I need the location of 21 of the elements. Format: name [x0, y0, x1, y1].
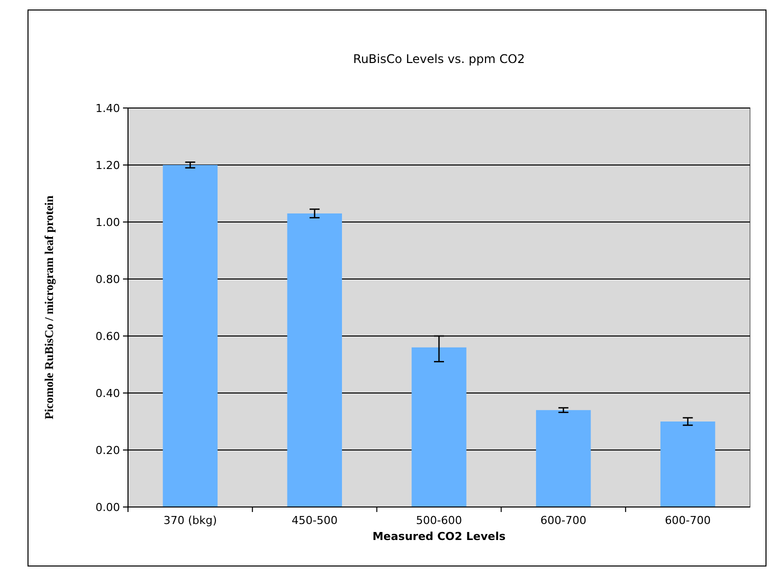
x-axis-title: Measured CO2 Levels — [372, 530, 506, 543]
y-tick-label: 0.40 — [96, 386, 120, 400]
y-tick-label: 1.00 — [96, 216, 120, 229]
x-tick-label: 500-600 — [416, 514, 462, 527]
y-axis-title: Picomole RuBisCo / microgram leaf protein — [42, 195, 56, 420]
bar — [162, 165, 218, 507]
x-tick-label: 450-500 — [292, 514, 338, 527]
chart-title: RuBisCo Levels vs. ppm CO2 — [353, 52, 525, 66]
bar — [536, 410, 591, 507]
x-tick-label: 600-700 — [540, 514, 586, 527]
y-tick-label: 0.00 — [96, 500, 120, 514]
bar — [660, 422, 716, 507]
bar — [412, 347, 466, 507]
y-tick-label: 0.80 — [96, 272, 120, 286]
y-tick-label: 1.20 — [96, 158, 120, 172]
y-tick-label: 0.20 — [96, 444, 120, 457]
bar — [287, 213, 342, 507]
y-tick-label: 0.60 — [96, 330, 120, 343]
x-tick-label: 600-700 — [664, 514, 711, 527]
x-tick-label: 370 (bkg) — [163, 514, 217, 527]
y-tick-label: 1.40 — [96, 102, 120, 115]
